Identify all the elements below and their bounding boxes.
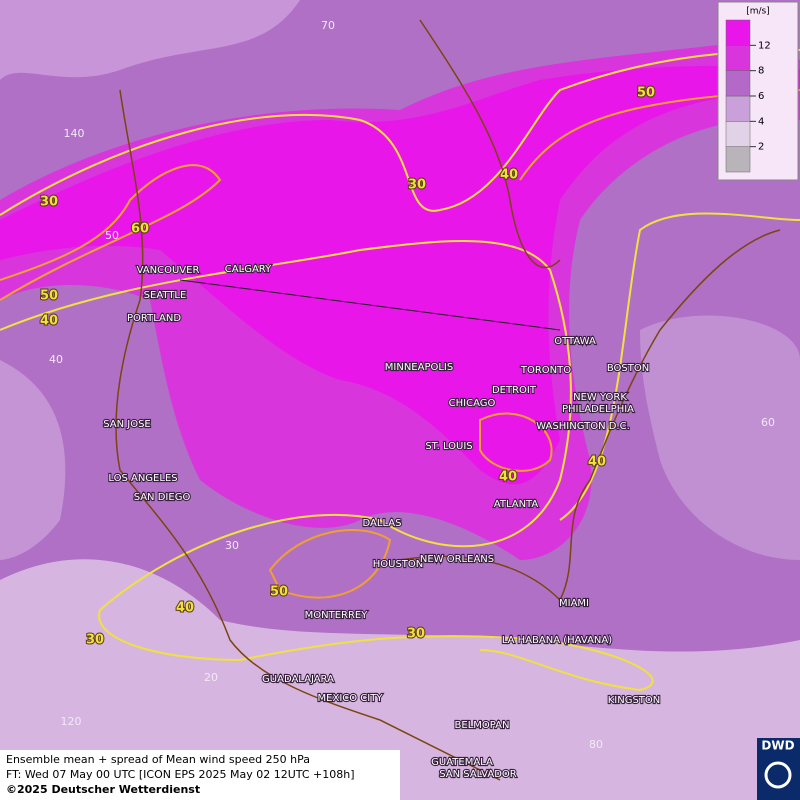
legend-swatch [725,45,751,71]
legend-tick-label: 6 [758,91,764,102]
city-label: GUADALAJARA [262,674,334,685]
contour-label: 30 [40,195,58,210]
city-label: BOSTON [607,363,649,374]
grid-label: 60 [761,416,775,429]
contour [268,529,392,599]
grid-label: 50 [105,229,119,242]
city-label: NEW YORK [573,392,627,403]
coast [399,229,781,602]
border [179,279,561,331]
footer-text: FT: Wed 07 May 00 UTC [ICON EPS 2025 May… [6,768,355,781]
city-label: SAN JOSE [103,419,151,430]
footer-box [0,750,400,800]
contour-label: 30 [408,178,426,193]
city-label: TORONTO [520,365,571,376]
logo-box [757,738,800,800]
footer-text: Ensemble mean + spread of Mean wind spee… [6,753,310,766]
contour [559,212,800,521]
contour [0,49,800,216]
contour [479,412,553,472]
footer-text: ©2025 Deutscher Wetterdienst [6,783,200,796]
contour-label: 50 [637,86,655,101]
city-label: VANCOUVER [137,265,200,276]
contour-label: 40 [588,455,606,470]
city-label: WASHINGTON D.C. [536,421,630,432]
contour-label: 40 [40,314,58,329]
city-label: BELMOPAN [455,720,510,731]
field [0,360,66,560]
city-label: LA HABANA (HAVANA) [502,635,612,646]
legend-swatch [725,95,751,122]
legend-swatch [725,121,751,147]
coast [115,89,501,781]
city-label: SEATTLE [144,290,187,301]
logo: DWD [761,739,794,753]
city-label: SAN SALVADOR [439,769,516,780]
legend-swatch [725,70,751,97]
legend-swatch [725,19,751,46]
contour [0,240,654,692]
grid-label: 80 [589,738,603,751]
footer: Ensemble mean + spread of Mean wind spee… [0,750,400,800]
city-label: OTTAWA [554,336,596,347]
contour-label: 50 [40,289,58,304]
contour [0,164,222,301]
city-label: SAN DIEGO [134,492,191,503]
coastlines [115,19,781,781]
grid-label: 140 [64,127,85,140]
contour-label: 40 [499,470,517,485]
grid-label: 70 [321,19,335,32]
city-label: PHILADELPHIA [562,404,634,415]
contour-label: 60 [131,222,149,237]
city-label: MEXICO CITY [318,693,384,704]
grid-label: 40 [49,353,63,366]
city-label: NEW ORLEANS [420,554,494,565]
grid-label: 20 [204,671,218,684]
city-label: ATLANTA [494,499,539,510]
city-label: PORTLAND [127,313,181,324]
city-label: ST. LOUIS [425,441,472,452]
contour-label: 30 [86,633,104,648]
legend: [m/s] 2 4 6 8 12 [717,1,799,181]
contour-label: 40 [500,168,518,183]
city-label: GUATEMALA [431,757,493,768]
coast [419,19,561,269]
city-label: MINNEAPOLIS [385,362,453,373]
field [640,315,800,560]
city-label: KINGSTON [608,695,661,706]
contour-lines [0,49,800,692]
field [0,559,800,800]
legend-swatch [725,146,751,173]
city-label: MIAMI [559,598,589,609]
contour-label: 50 [270,585,288,600]
contour-label: 40 [176,601,194,616]
legend-tick-label: 8 [758,66,764,77]
city-label: HOUSTON [373,559,424,570]
legend-tick-label: 4 [758,116,764,127]
logo-mark [764,761,792,789]
legend-tick-label: 12 [758,40,771,51]
city-label: MONTERREY [305,610,369,621]
city-label: CHICAGO [449,398,496,409]
grid-label: 30 [225,539,239,552]
contour-label: 30 [407,627,425,642]
city-label: DETROIT [492,385,537,396]
city-label: LOS ANGELES [108,473,177,484]
legend-unit: [m/s] [746,7,770,17]
field [0,0,300,80]
grid-label: 120 [61,715,82,728]
legend-tick-label: 2 [758,142,764,153]
city-label: DALLAS [363,518,402,529]
field [0,65,800,485]
city-label: CALGARY [225,264,272,275]
